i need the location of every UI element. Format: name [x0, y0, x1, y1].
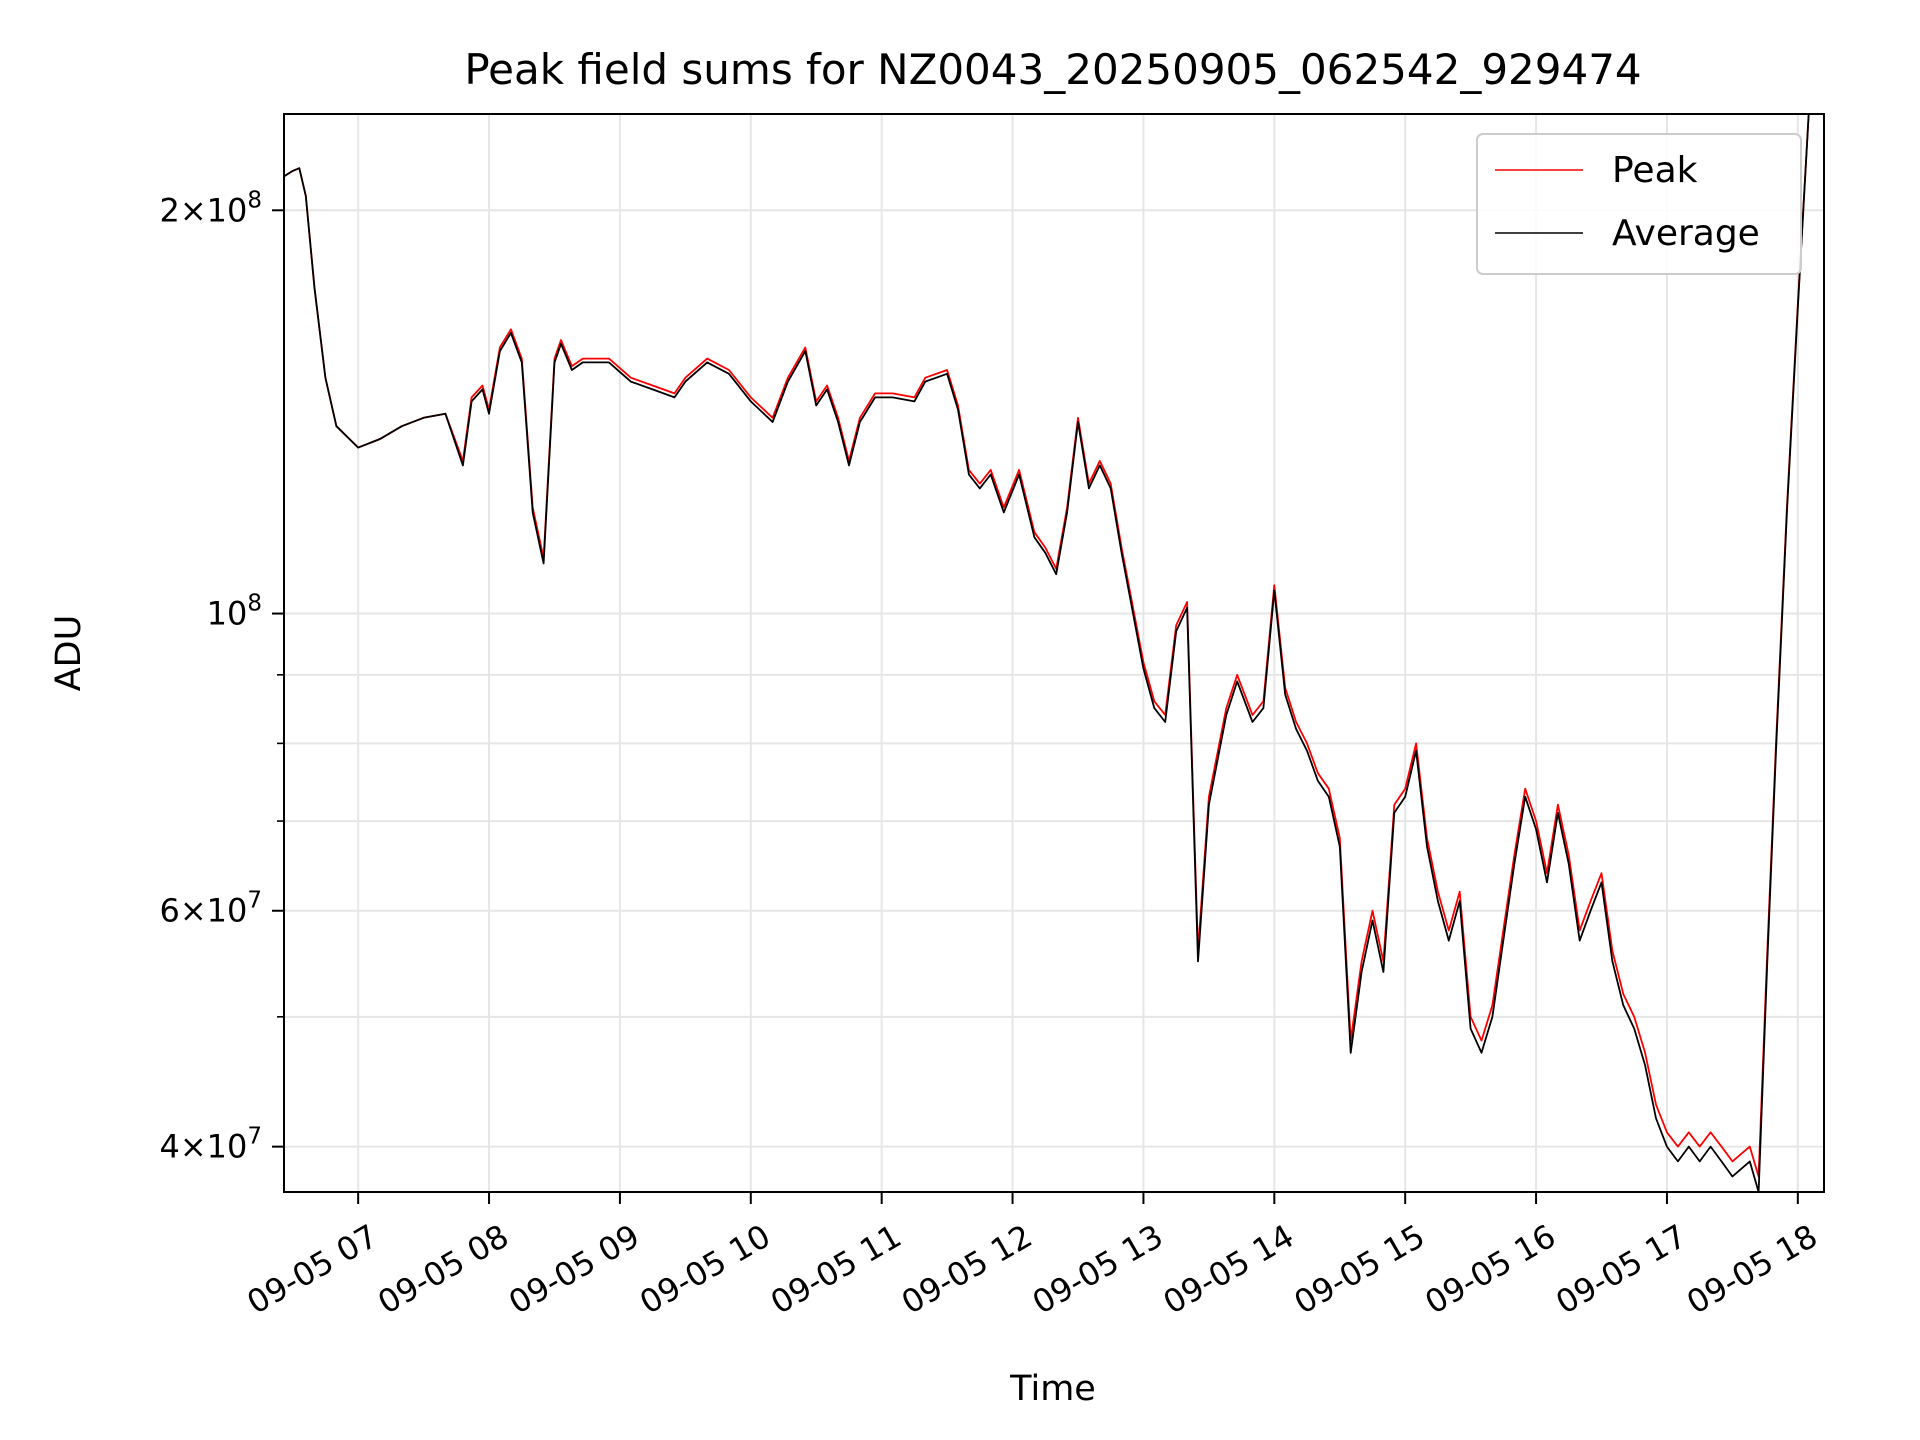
y-tick-label: 4×107: [159, 1124, 262, 1166]
chart-title: Peak field sums for NZ0043_20250905_0625…: [464, 45, 1641, 94]
legend: Peak Average: [1476, 133, 1802, 275]
plot-frame: [283, 113, 1825, 1193]
y-tick-label: 2×108: [159, 187, 262, 229]
legend-box: [1476, 133, 1802, 275]
y-axis-title: ADU: [49, 615, 89, 692]
plot-area: [283, 113, 1810, 1193]
y-axis: 2×108 108 6×107 4×107: [159, 187, 284, 1166]
x-axis-title: Time: [1009, 1369, 1096, 1409]
grid: [284, 114, 1824, 1192]
series-line-average: [283, 113, 1810, 1193]
legend-label-average: Average: [1612, 213, 1760, 254]
y-tick-label: 6×107: [159, 888, 262, 930]
legend-label-peak: Peak: [1612, 150, 1698, 191]
y-tick-label: 108: [207, 591, 262, 633]
